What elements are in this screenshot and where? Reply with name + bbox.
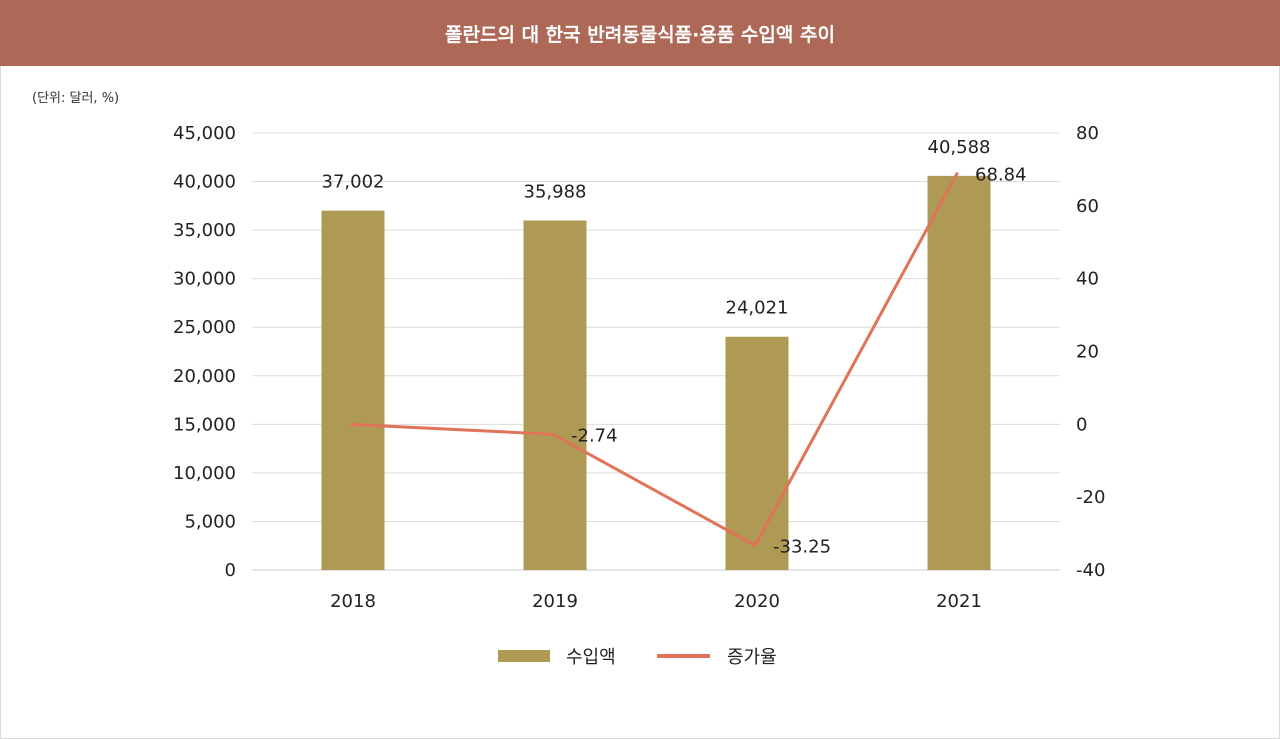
bar [725,336,789,570]
right-tick-label: 40 [1076,269,1099,290]
line-series [349,172,959,547]
line-data-labels: -2.74 -33.25 68.84 [571,165,1027,558]
unit-note: (단위: 달러, %) [32,91,120,106]
x-tick-label: 2020 [734,591,780,612]
bar-data-labels: 37,002 35,988 24,021 40,588 [322,137,991,319]
right-tick-label: -20 [1076,487,1105,508]
bar-value-label: 24,021 [726,298,789,319]
right-tick-label: -40 [1076,560,1105,581]
bar [523,220,587,570]
left-tick-label: 15,000 [173,414,236,435]
left-tick-label: 45,000 [173,123,236,144]
right-tick-label: 80 [1076,123,1099,144]
chart-title: 폴란드의 대 한국 반려동물식품·용품 수입액 추이 [0,0,1280,66]
bar [321,210,385,570]
bar-value-label: 37,002 [322,172,385,193]
left-tick-label: 10,000 [173,463,236,484]
bar-value-label: 35,988 [524,182,587,203]
left-tick-label: 20,000 [173,366,236,387]
bar-value-label: 40,588 [928,137,991,158]
x-tick-label: 2021 [936,591,982,612]
left-axis-ticks: 0 5,000 10,000 15,000 20,000 25,000 30,000 35,0… [173,123,236,581]
gridlines [252,132,1060,571]
bar-series [321,175,991,570]
left-tick-label: 5,000 [184,511,236,532]
left-tick-label: 0 [225,560,236,581]
x-tick-label: 2019 [532,591,578,612]
legend-swatch-bar [498,650,550,662]
line-value-label: -2.74 [571,425,618,446]
left-tick-label: 30,000 [173,269,236,290]
x-axis-ticks: 2018 2019 2020 2021 [330,591,982,612]
bar [927,175,991,570]
x-tick-label: 2018 [330,591,376,612]
left-tick-label: 35,000 [173,220,236,241]
right-tick-label: 0 [1076,414,1087,435]
legend: 수입액 증가율 [498,647,777,668]
growth-rate-line [349,172,959,547]
legend-label-bar: 수입액 [566,647,616,668]
legend-label-line: 증가율 [727,647,777,668]
line-value-label: 68.84 [975,165,1027,186]
right-tick-label: 60 [1076,196,1099,217]
left-tick-label: 40,000 [173,172,236,193]
right-axis-ticks: -40 -20 0 20 40 60 80 [1076,123,1105,581]
line-value-label: -33.25 [773,536,831,557]
left-tick-label: 25,000 [173,317,236,338]
right-tick-label: 20 [1076,342,1099,363]
